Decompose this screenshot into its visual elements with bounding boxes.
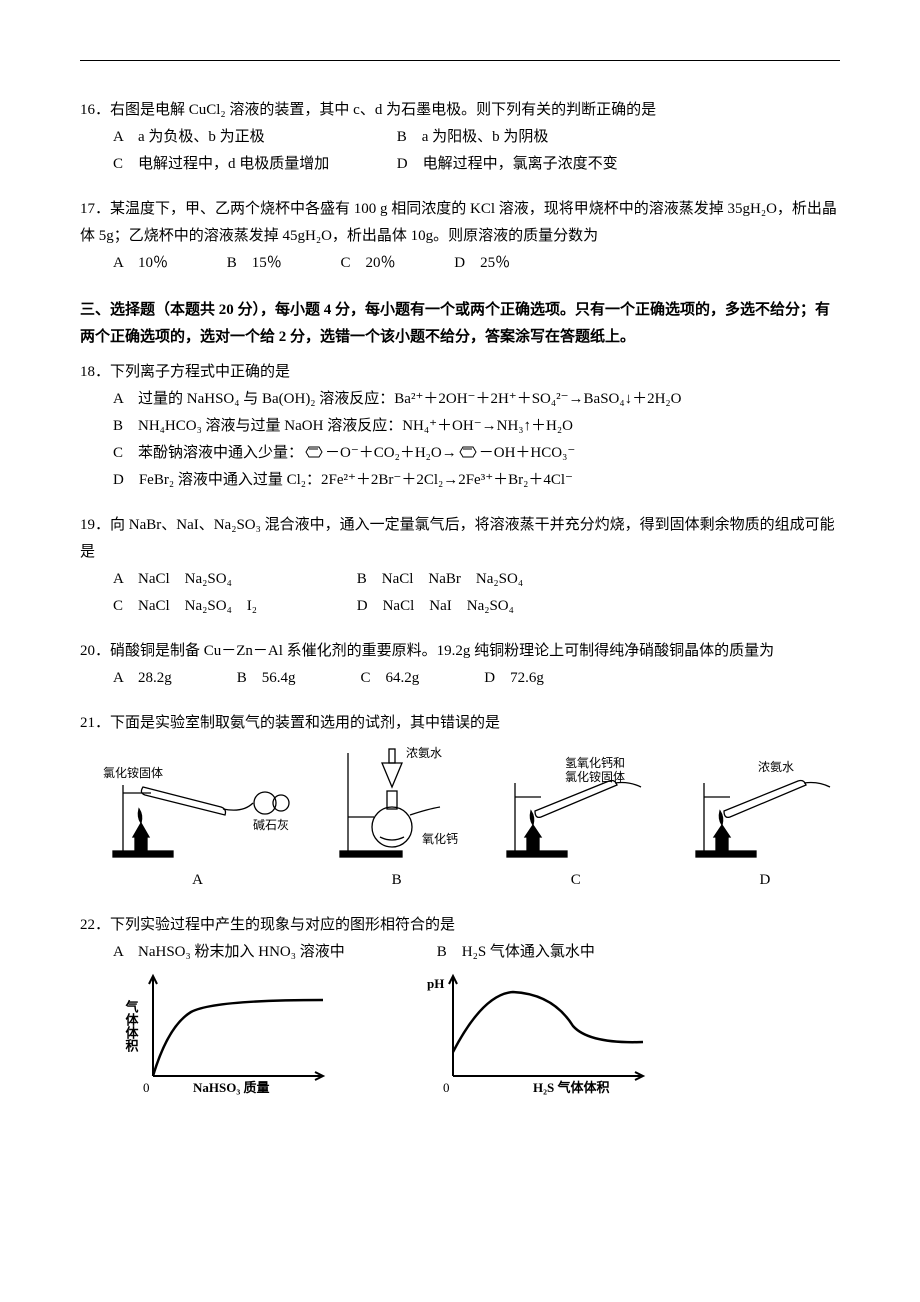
svg-text:0: 0 [443, 1080, 450, 1095]
q19-D: NaCl NaI Na₂SO₄ [383, 593, 514, 620]
q19-options-row1: A NaCl Na₂SO₄ B NaCl NaBr Na₂SO₄ [80, 566, 840, 593]
apparatus-C-svg: 氢氧化钙和 氯化铵固体 [501, 753, 651, 863]
q21-C-label: C [571, 867, 581, 894]
q19-B: NaCl NaBr Na₂SO₄ [382, 566, 523, 593]
labelC1: 氢氧化钙和 [565, 755, 625, 770]
graph-B: pH 0 H₂S 气体体积 [413, 966, 663, 1096]
q16-B: a 为阳极、b 为阴极 [422, 129, 549, 145]
labelB1: 浓氨水 [406, 746, 442, 760]
q21-stem: 21．下面是实验室制取氨气的装置和选用的试剂，其中错误的是 [80, 710, 840, 737]
q16-options-row1: A a 为负极、b 为正极 B a 为阳极、b 为阴极 [80, 124, 840, 151]
q19-options-row2: C NaCl Na₂SO₄ I₂ D NaCl NaI Na₂SO₄ [80, 593, 840, 620]
apparatus-D: 浓氨水 D [690, 753, 840, 894]
q21-A-label: A [192, 867, 203, 894]
q20-D: 72.6g [510, 665, 544, 692]
q16-A: a 为负极、b 为正极 [138, 129, 265, 145]
q19-A: NaCl Na₂SO₄ [138, 566, 232, 593]
graph-A-svg: 气体体积 0 NaHSO₃ 质量 [113, 966, 343, 1096]
question-19: 19．向 NaBr、NaI、Na₂SO₃ 混合液中，通入一定量氯气后，将溶液蒸干… [80, 512, 840, 620]
q22-option-heads: A NaHSO₃ 粉末加入 HNO₃ 溶液中 B H₂S 气体通入氯水中 [80, 939, 840, 966]
q16-stem: 16．右图是电解 CuCl₂ 溶液的装置，其中 c、d 为石墨电极。则下列有关的… [80, 97, 840, 124]
q19-stem: 19．向 NaBr、NaI、Na₂SO₃ 混合液中，通入一定量氯气后，将溶液蒸干… [80, 512, 840, 566]
apparatus-B-svg: 浓氨水 氧化钙 [332, 743, 462, 863]
svg-text:H₂S 气体体积: H₂S 气体体积 [533, 1080, 610, 1095]
svg-text:0: 0 [143, 1080, 150, 1095]
q20-C: 64.2g [386, 665, 420, 692]
labelB2: 氧化钙 [422, 832, 458, 846]
graph-B-svg: pH 0 H₂S 气体体积 [413, 966, 663, 1096]
top-rule [80, 60, 840, 61]
labelC2: 氯化铵固体 [565, 769, 625, 784]
q20-options: A 28.2g B 56.4g C 64.2g D 72.6g [80, 665, 840, 692]
question-18: 18．下列离子方程式中正确的是 A 过量的 NaHSO₄ 与 Ba(OH)₂ 溶… [80, 359, 840, 494]
question-21: 21．下面是实验室制取氨气的装置和选用的试剂，其中错误的是 [80, 710, 840, 894]
apparatus-A-svg: 氯化铵固体 碱石灰 [103, 753, 293, 863]
q16-options-row2: C 电解过程中，d 电极质量增加 D 电解过程中，氯离子浓度不变 [80, 151, 840, 178]
q17-B: 15％ [252, 250, 282, 277]
apparatus-A: 氯化铵固体 碱石灰 A [103, 753, 293, 894]
svg-text:pH: pH [427, 976, 444, 991]
q17-D: 25％ [480, 250, 510, 277]
apparatus-D-svg: 浓氨水 [690, 753, 840, 863]
q19-C: NaCl Na₂SO₄ I₂ [138, 593, 257, 620]
q16-C: 电解过程中，d 电极质量增加 [138, 156, 329, 172]
svg-text:气体体积: 气体体积 [124, 999, 139, 1053]
apparatus-B: 浓氨水 氧化钙 B [332, 743, 462, 894]
q22-B: H₂S 气体通入氯水中 [462, 944, 595, 960]
q18-B: B NH₄HCO₃ 溶液与过量 NaOH 溶液反应：NH₄⁺＋OH⁻→NH₃↑＋… [80, 413, 840, 440]
q22-graphs: 气体体积 0 NaHSO₃ 质量 pH [80, 966, 840, 1096]
labelA1: 氯化铵固体 [103, 765, 163, 780]
q18-stem: 18．下列离子方程式中正确的是 [80, 359, 840, 386]
q17-stem: 17．某温度下，甲、乙两个烧杯中各盛有 100 g 相同浓度的 KCl 溶液，现… [80, 196, 840, 250]
question-17: 17．某温度下，甲、乙两个烧杯中各盛有 100 g 相同浓度的 KCl 溶液，现… [80, 196, 840, 277]
question-22: 22．下列实验过程中产生的现象与对应的图形相符合的是 A NaHSO₃ 粉末加入… [80, 912, 840, 1096]
q17-C: 20％ [366, 250, 396, 277]
benzene-icon [457, 445, 479, 459]
question-16: 16．右图是电解 CuCl₂ 溶液的装置，其中 c、d 为石墨电极。则下列有关的… [80, 97, 840, 178]
q20-stem: 20．硝酸铜是制备 Cu－Zn－Al 系催化剂的重要原料。19.2g 纯铜粉理论… [80, 638, 840, 665]
q20-B: 56.4g [262, 665, 296, 692]
q17-A: 10％ [138, 250, 168, 277]
q22-stem: 22．下列实验过程中产生的现象与对应的图形相符合的是 [80, 912, 840, 939]
q20-A: 28.2g [138, 665, 172, 692]
question-20: 20．硝酸铜是制备 Cu－Zn－Al 系催化剂的重要原料。19.2g 纯铜粉理论… [80, 638, 840, 692]
svg-text:NaHSO₃ 质量: NaHSO₃ 质量 [193, 1080, 270, 1095]
q18-D: D FeBr₂ 溶液中通入过量 Cl₂：2Fe²⁺＋2Br⁻＋2Cl₂→2Fe³… [80, 467, 840, 494]
apparatus-C: 氢氧化钙和 氯化铵固体 C [501, 753, 651, 894]
q21-B-label: B [392, 867, 402, 894]
q16-D: 电解过程中，氯离子浓度不变 [423, 156, 618, 172]
benzene-icon [303, 445, 325, 459]
labelD1: 浓氨水 [758, 760, 794, 774]
q18-C: C 苯酚钠溶液中通入少量：－O⁻＋CO₂＋H₂O→－OH＋HCO₃⁻ [80, 440, 840, 467]
q17-options: A 10％ B 15％ C 20％ D 25％ [80, 250, 840, 277]
labelA2: 碱石灰 [253, 818, 289, 832]
q22-A: NaHSO₃ 粉末加入 HNO₃ 溶液中 [138, 944, 345, 960]
section-3-heading: 三、选择题（本题共 20 分），每小题 4 分，每小题有一个或两个正确选项。只有… [80, 297, 840, 351]
graph-A: 气体体积 0 NaHSO₃ 质量 [113, 966, 343, 1096]
q21-diagrams: 氯化铵固体 碱石灰 A [80, 737, 840, 894]
q21-D-label: D [760, 867, 771, 894]
q18-A: A 过量的 NaHSO₄ 与 Ba(OH)₂ 溶液反应：Ba²⁺＋2OH⁻＋2H… [80, 386, 840, 413]
